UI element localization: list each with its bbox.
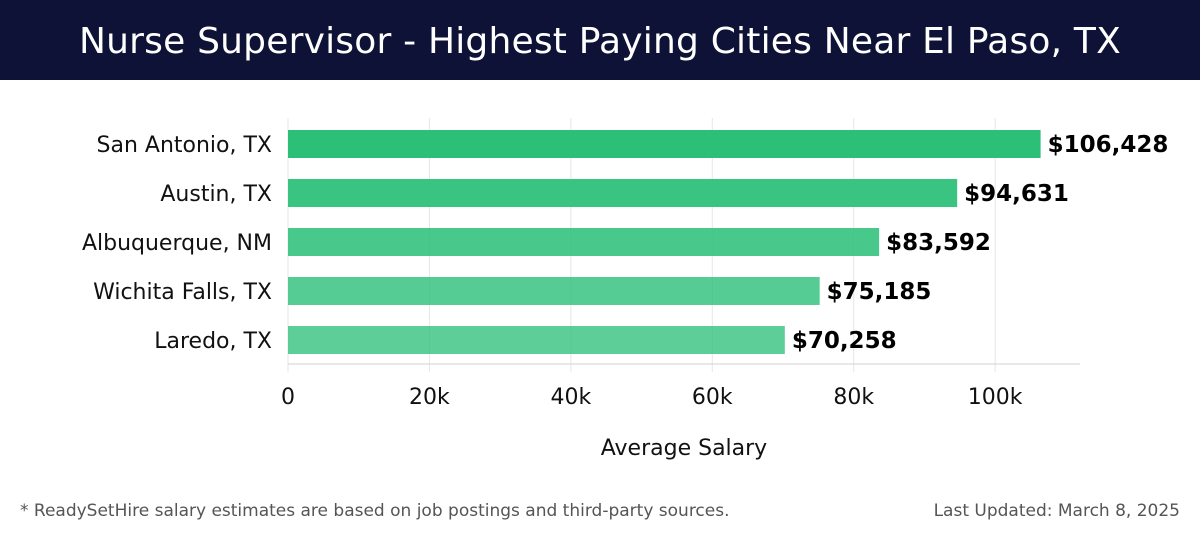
data-label: $106,428 xyxy=(1048,132,1169,158)
category-label: Austin, TX xyxy=(160,182,272,207)
x-tick-label: 100k xyxy=(968,385,1023,410)
bar xyxy=(288,179,958,207)
data-label: $94,631 xyxy=(964,181,1069,207)
x-axis-title: Average Salary xyxy=(601,436,767,461)
bar xyxy=(288,228,880,256)
category-label: Wichita Falls, TX xyxy=(93,280,272,305)
x-tick-label: 20k xyxy=(409,385,450,410)
bar xyxy=(288,277,820,305)
last-updated: Last Updated: March 8, 2025 xyxy=(933,501,1180,521)
chart-header: Nurse Supervisor - Highest Paying Cities… xyxy=(0,0,1200,80)
category-label: Albuquerque, NM xyxy=(82,231,272,256)
x-tick-label: 60k xyxy=(692,385,733,410)
footnote: * ReadySetHire salary estimates are base… xyxy=(20,501,730,521)
data-label: $70,258 xyxy=(792,328,897,354)
x-tick-label: 40k xyxy=(550,385,591,410)
bar xyxy=(288,130,1041,158)
category-label: Laredo, TX xyxy=(154,329,272,354)
chart-title: Nurse Supervisor - Highest Paying Cities… xyxy=(79,21,1121,62)
bar xyxy=(288,326,785,354)
x-tick-label: 0 xyxy=(281,385,295,410)
data-label: $83,592 xyxy=(886,230,991,256)
data-label: $75,185 xyxy=(827,279,932,305)
x-tick-label: 80k xyxy=(833,385,874,410)
category-label: San Antonio, TX xyxy=(97,133,272,158)
